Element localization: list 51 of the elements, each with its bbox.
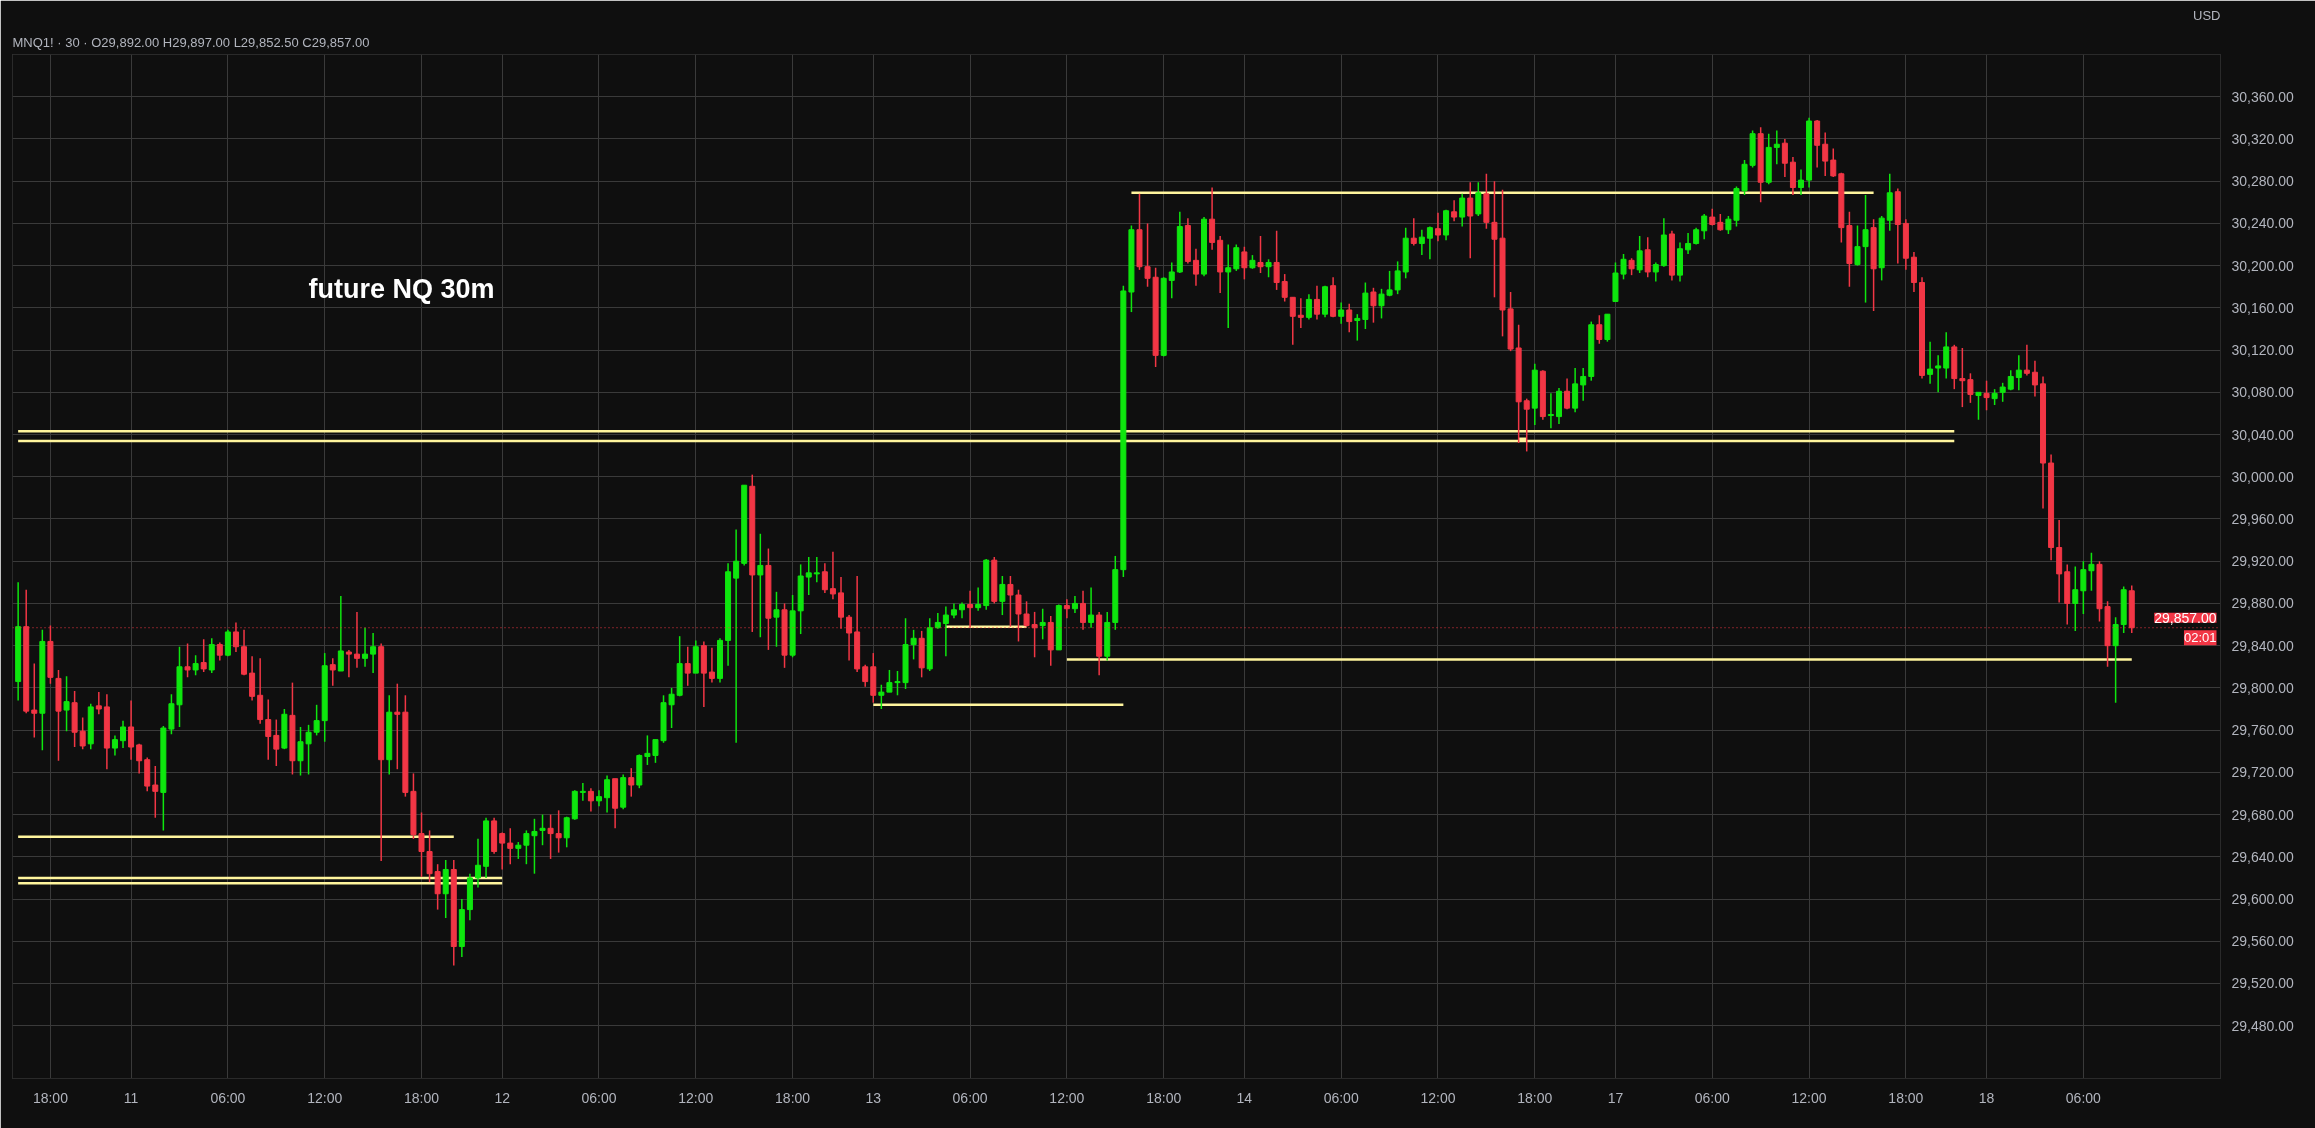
x-tick-label: 18:00 xyxy=(403,1089,440,1106)
y-tick-label: 30,160.00 xyxy=(2231,299,2294,316)
y-tick-label: 30,320.00 xyxy=(2231,130,2294,147)
y-tick-label: 30,280.00 xyxy=(2231,173,2294,190)
x-tick-label: 12 xyxy=(494,1089,511,1106)
x-tick-label: 13 xyxy=(865,1089,882,1106)
y-tick-label: 30,040.00 xyxy=(2231,426,2294,443)
x-tick-label: 18:00 xyxy=(775,1089,811,1106)
x-tick-label: 06:00 xyxy=(2065,1089,2102,1106)
y-tick-label: 29,960.00 xyxy=(2231,510,2294,527)
y-tick-label: 29,480.00 xyxy=(2231,1017,2294,1034)
x-tick-label: 12:00 xyxy=(678,1089,714,1106)
x-tick-label: 06:00 xyxy=(952,1089,988,1106)
x-tick-label: 12:00 xyxy=(1791,1089,1827,1106)
y-tick-label: 29,840.00 xyxy=(2231,637,2294,654)
y-tick-label: 30,000.00 xyxy=(2231,468,2294,485)
y-tick-label: 29,520.00 xyxy=(2231,975,2294,992)
y-tick-label: 30,240.00 xyxy=(2231,215,2294,232)
y-tick-label: 29,880.00 xyxy=(2231,595,2294,612)
x-tick-label: 12:00 xyxy=(1049,1089,1085,1106)
text: 02:01 xyxy=(2183,630,2217,646)
x-tick-label: 18:00 xyxy=(1517,1089,1553,1106)
x-tick-label: 18:00 xyxy=(32,1089,69,1106)
text: MNQ1! · 30 · O29,892.00 H29,897.00 L29,852.50 C29,857.00 xyxy=(12,34,370,50)
y-tick-label: 29,640.00 xyxy=(2231,848,2294,865)
x-tick-label: 18:00 xyxy=(1888,1089,1924,1106)
x-tick-label: 06:00 xyxy=(581,1089,617,1106)
x-tick-label: 14 xyxy=(1236,1089,1253,1106)
text: future NQ 30m xyxy=(308,273,495,304)
y-tick-label: 30,080.00 xyxy=(2231,384,2294,401)
y-tick-label: 29,680.00 xyxy=(2231,806,2294,823)
y-tick-label: 30,200.00 xyxy=(2231,257,2294,274)
x-tick-label: 18:00 xyxy=(1146,1089,1182,1106)
y-tick-label: 29,560.00 xyxy=(2231,933,2294,950)
x-tick-label: 12:00 xyxy=(307,1089,343,1106)
y-tick-label: 29,800.00 xyxy=(2231,679,2294,696)
y-tick-label: 29,760.00 xyxy=(2231,722,2294,739)
y-tick-label: 30,120.00 xyxy=(2231,342,2294,359)
x-tick-label: 06:00 xyxy=(1694,1089,1730,1106)
y-tick-label: 29,720.00 xyxy=(2231,764,2294,781)
y-tick-label: 29,600.00 xyxy=(2231,891,2294,908)
y-tick-label: 29,920.00 xyxy=(2231,553,2294,570)
x-tick-label: 17 xyxy=(1607,1089,1624,1106)
x-tick-label: 12:00 xyxy=(1420,1089,1456,1106)
x-tick-label: 06:00 xyxy=(1323,1089,1359,1106)
text: USD xyxy=(2193,7,2221,23)
ref-line-label: 29,857.00 xyxy=(2154,609,2217,626)
x-tick-label: 06:00 xyxy=(210,1089,246,1106)
y-tick-label: 30,360.00 xyxy=(2231,88,2294,105)
x-tick-label: 18 xyxy=(1978,1089,1995,1106)
x-tick-label: 11 xyxy=(123,1089,139,1106)
